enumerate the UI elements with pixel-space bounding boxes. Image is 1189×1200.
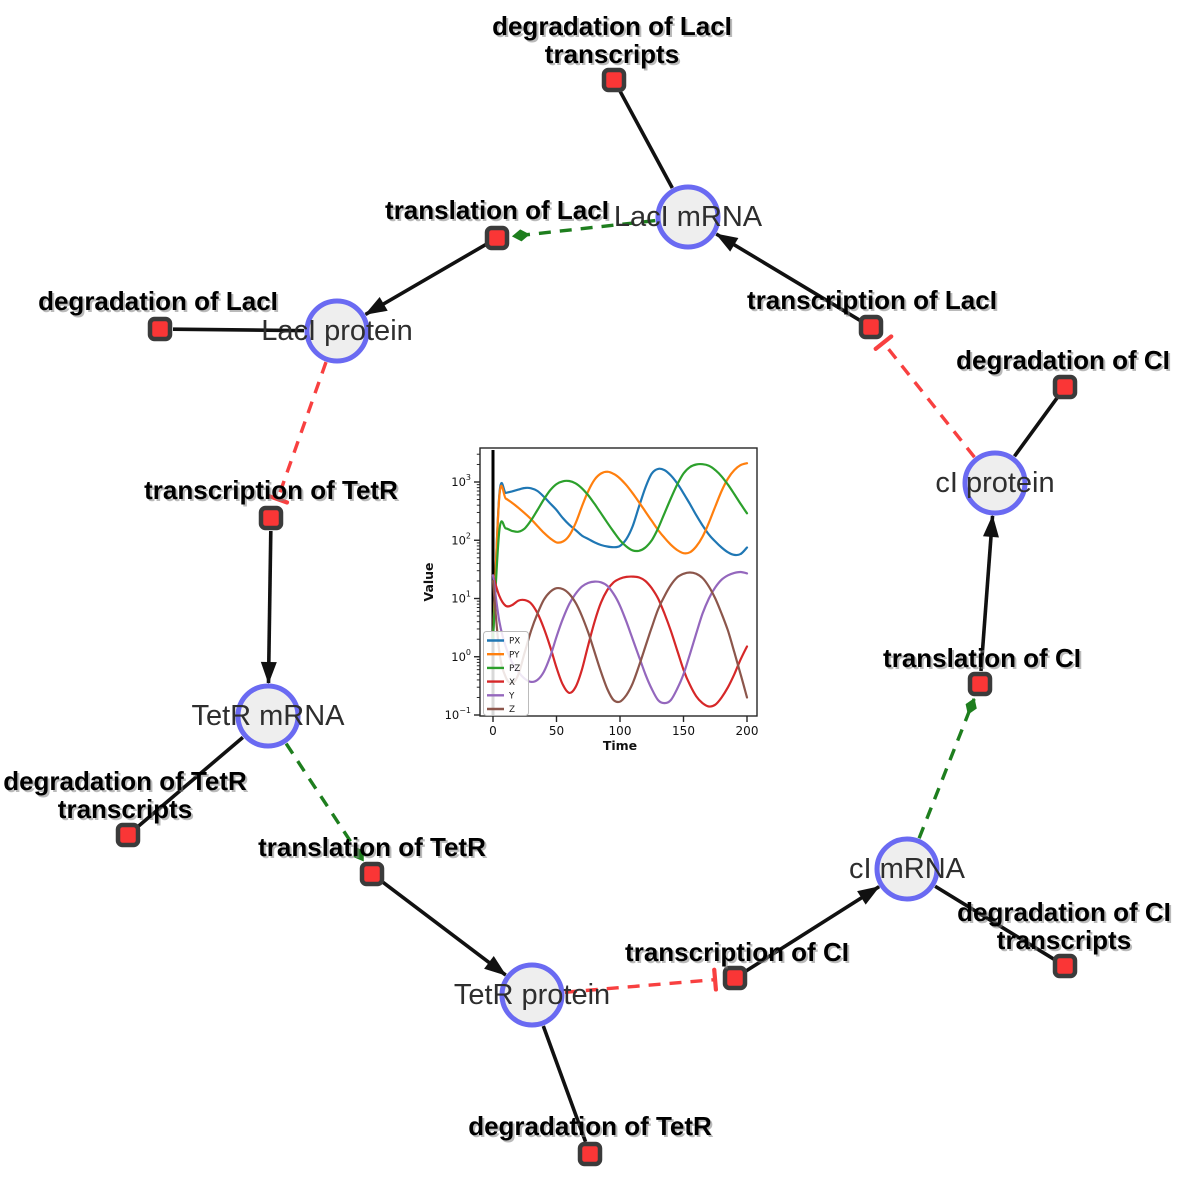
reaction-node-txn-laci[interactable] <box>858 314 884 340</box>
reaction-node-transl-tetr[interactable] <box>359 861 385 887</box>
species-node-tetr-mrna[interactable] <box>235 683 301 749</box>
reaction-label-deg-tetr-tx-line2: transcripts <box>58 794 192 824</box>
edge-transl-laci-laci-protein <box>364 242 487 316</box>
y-axis-title: Value <box>421 562 436 601</box>
legend-label-py: PY <box>509 650 520 660</box>
reaction-label-deg-laci: degradation of LacI <box>38 286 278 316</box>
edge-transl-ci-ci-protein <box>979 514 999 672</box>
series-layer <box>491 462 749 708</box>
reaction-label-txn-tetr: transcription of TetR <box>144 475 398 505</box>
reaction-label-deg-ci-tx-line1: degradation of CI <box>957 897 1171 927</box>
legend-label-x: X <box>509 678 515 688</box>
species-label-tetr-mrna: TetR mRNA <box>191 700 345 732</box>
x-axis-title: Time <box>603 738 637 753</box>
x-tick-label: 200 <box>736 724 759 738</box>
species-label-tetr-protein: TetR protein <box>454 979 610 1011</box>
edge-ci-protein-deg-ci <box>1012 396 1059 458</box>
reaction-label-transl-ci: translation of CI <box>883 643 1081 673</box>
reaction-node-deg-laci[interactable] <box>147 316 173 342</box>
series-line-px <box>491 467 749 641</box>
legend-label-pz: PZ <box>509 664 520 674</box>
reaction-label-deg-ci-tx-line2: transcripts <box>997 925 1131 955</box>
edge-laci-protein-deg-laci <box>172 327 305 333</box>
x-tick-label: 100 <box>609 724 632 738</box>
series-line-z <box>491 571 749 704</box>
edge-txn-tetr-tetr-mrna <box>260 530 277 685</box>
y-tick-label: 100 <box>451 648 471 664</box>
reaction-label-txn-ci: transcription of CI <box>625 937 849 967</box>
series-line-y <box>491 570 749 705</box>
reaction-node-txn-ci[interactable] <box>722 965 748 991</box>
species-node-tetr-protein[interactable] <box>499 962 565 1028</box>
reaction-node-transl-laci[interactable] <box>484 225 510 251</box>
species-node-laci-protein[interactable] <box>304 298 370 364</box>
x-tick-label: 150 <box>672 724 695 738</box>
edge-ci-mrna-transl-ci <box>917 697 977 839</box>
series-line-py <box>491 462 749 641</box>
reaction-node-deg-laci-tx[interactable] <box>601 67 627 93</box>
reaction-node-deg-tetr[interactable] <box>577 1141 603 1167</box>
legend-label-px: PX <box>509 637 520 647</box>
series-line-pz <box>491 462 749 641</box>
reaction-node-deg-tetr-tx[interactable] <box>115 822 141 848</box>
edge-txn-ci-ci-mrna <box>745 885 881 973</box>
y-tick-label: 103 <box>451 473 471 489</box>
legend-box <box>483 631 529 716</box>
reaction-label-deg-tetr-tx-line1: degradation of TetR <box>3 766 247 796</box>
legend-label-z: Z <box>509 705 515 715</box>
species-label-laci-protein: LacI protein <box>261 315 413 347</box>
legend-label-y: Y <box>508 692 515 702</box>
reaction-label-deg-laci-tx-line1: degradation of LacI <box>492 11 732 41</box>
edge-txn-laci-laci-mrna <box>715 232 861 322</box>
series-line-x <box>491 574 749 708</box>
species-node-ci-mrna[interactable] <box>874 836 940 902</box>
edge-tetr-mrna-transl-tetr <box>284 742 365 862</box>
species-label-laci-mrna: LacI mRNA <box>614 201 763 233</box>
species-node-laci-mrna[interactable] <box>655 184 721 250</box>
edge-ci-protein-txn-laci <box>883 343 976 459</box>
labels-layer: LacI mRNA LacI protein TetR mRNA TetR prote… <box>3 11 1171 1141</box>
edge-ci-mrna-deg-ci-tx <box>934 884 1055 961</box>
edge-transl-tetr-tetr-protein <box>381 880 507 977</box>
reaction-label-txn-laci: transcription of LacI <box>747 285 997 315</box>
y-tick-label: 10−1 <box>445 706 471 722</box>
x-tick-label: 0 <box>489 724 497 738</box>
species-label-ci-mrna: cI mRNA <box>849 853 966 885</box>
edge-tetr-protein-deg-tetr <box>541 1025 588 1143</box>
edge-tetr-mrna-deg-tetr-tx <box>136 736 245 828</box>
reaction-node-txn-tetr[interactable] <box>258 505 284 531</box>
reaction-label-deg-laci-tx-line2: transcripts <box>545 39 679 69</box>
species-label-ci-protein: cI protein <box>935 467 1054 499</box>
nodes-layer <box>115 67 1078 1167</box>
edge-laci-mrna-deg-laci-tx <box>618 90 674 189</box>
edge-laci-protein-txn-tetr <box>278 361 328 499</box>
reaction-node-transl-ci[interactable] <box>967 671 993 697</box>
legend: PX PY PZ XYZ <box>483 631 529 716</box>
reaction-node-deg-ci-tx[interactable] <box>1052 953 1078 979</box>
y-tick-label: 101 <box>451 590 471 606</box>
edge-tetr-protein-txn-ci <box>564 980 715 994</box>
reaction-label-deg-ci: degradation of CI <box>956 345 1170 375</box>
reaction-node-deg-ci[interactable] <box>1052 374 1078 400</box>
species-node-ci-protein[interactable] <box>962 450 1028 516</box>
reaction-label-transl-laci: translation of LacI <box>385 195 609 225</box>
edges-layer <box>136 90 1059 1143</box>
reaction-label-deg-tetr: degradation of TetR <box>468 1111 712 1141</box>
x-tick-label: 50 <box>549 724 564 738</box>
reaction-label-transl-tetr: translation of TetR <box>258 832 486 862</box>
y-tick-label: 102 <box>451 531 471 547</box>
edge-laci-mrna-transl-laci <box>511 218 656 242</box>
